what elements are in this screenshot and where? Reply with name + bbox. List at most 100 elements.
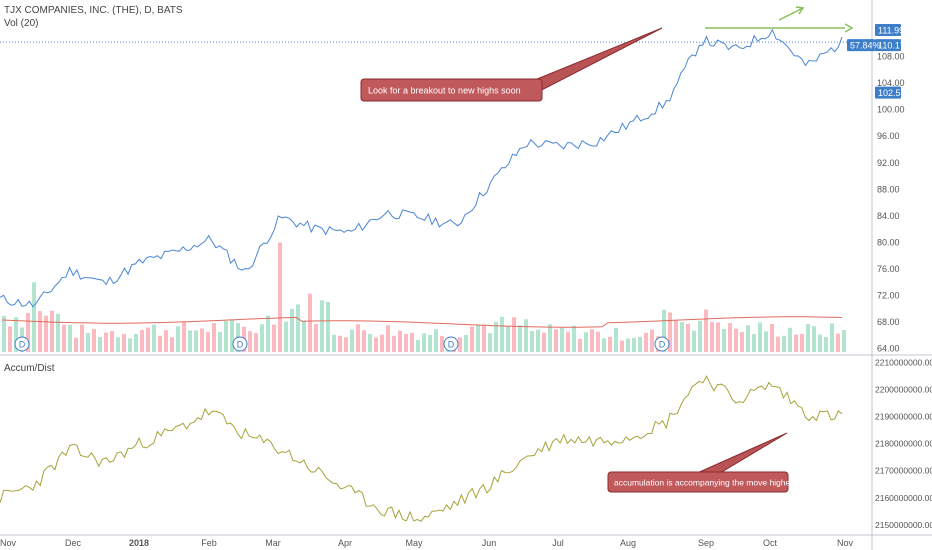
- breakout-arrowhead: [795, 6, 805, 15]
- volume-bar: [386, 325, 390, 352]
- ad-axis-tick-label: 2180000000.0000: [875, 439, 932, 449]
- volume-bar: [626, 338, 630, 352]
- last-price-badge-text: 110.17: [878, 41, 905, 51]
- ad-axis-tick-label: 2190000000.0000: [875, 412, 932, 422]
- volume-bar: [374, 337, 378, 352]
- volume-bar: [302, 320, 306, 352]
- symbol-title: TJX COMPANIES, INC. (THE), D, BATS: [4, 5, 183, 16]
- volume-bar: [506, 326, 510, 352]
- volume-bar: [116, 337, 120, 352]
- volume-bar: [254, 333, 258, 352]
- volume-bar: [122, 334, 126, 352]
- volume-bar: [770, 323, 774, 352]
- volume-bar: [530, 331, 534, 352]
- volume-bar: [740, 332, 744, 352]
- volume-bar: [470, 326, 474, 352]
- dividend-label: D: [448, 340, 455, 350]
- volume-bar: [74, 337, 78, 352]
- volume-bar: [518, 325, 522, 352]
- price-line: [0, 28, 843, 308]
- volume-bar: [788, 327, 792, 352]
- volume-bar: [398, 330, 402, 352]
- volume-bar: [440, 336, 444, 352]
- volume-bar: [200, 328, 204, 352]
- time-axis-tick-label: Jun: [482, 538, 497, 548]
- volume-bar: [536, 329, 540, 352]
- volume-bar: [50, 310, 54, 352]
- volume-bar: [98, 336, 102, 352]
- volume-bar: [482, 324, 486, 352]
- volume-bar: [710, 321, 714, 352]
- dividend-label: D: [659, 340, 666, 350]
- ad-axis-tick-label: 2160000000.0000: [875, 493, 932, 503]
- volume-bar: [284, 321, 288, 352]
- volume-bar: [494, 321, 498, 352]
- volume-bar: [674, 319, 678, 352]
- volume-bar: [428, 335, 432, 352]
- volume-bar: [752, 334, 756, 352]
- indicator-title: Accum/Dist: [4, 363, 55, 374]
- volume-bar: [104, 332, 108, 352]
- ad-axis-tick-label: 2150000000.0000: [875, 520, 932, 530]
- price-axis-tick-label: 108.00: [877, 52, 905, 62]
- volume-bar: [368, 333, 372, 352]
- volume-bar: [362, 330, 366, 352]
- percent-badge-bg: [847, 39, 875, 52]
- time-axis-tick-label: May: [405, 538, 423, 548]
- dividend-circle: [232, 336, 248, 352]
- breakout-callout-text: Look for a breakout to new highs soon: [368, 86, 521, 96]
- volume-bar: [680, 322, 684, 352]
- volume-bar: [728, 323, 732, 352]
- time-axis-tick-label: Sep: [698, 538, 714, 548]
- volume-bar: [554, 329, 558, 352]
- volume-bar: [806, 324, 810, 352]
- last-price-badge-bg: [875, 39, 901, 52]
- volume-bar: [422, 333, 426, 352]
- time-axis-tick-label: Mar: [265, 538, 281, 548]
- volume-bar: [404, 334, 408, 352]
- high-badge-text: 111.99: [878, 26, 904, 36]
- volume-bar: [662, 309, 666, 352]
- volume-bar: [86, 333, 90, 352]
- breakout-arrow: [778, 7, 804, 21]
- volume-bar: [566, 331, 570, 352]
- volume-bar: [758, 322, 762, 352]
- volume-title: Vol (20): [4, 18, 39, 29]
- volume-bar: [836, 333, 840, 352]
- price-axis-tick-label: 92.00: [877, 158, 900, 168]
- price-axis-tick-label: 68.00: [877, 317, 900, 327]
- volume-bar: [578, 338, 582, 352]
- volume-bar: [692, 330, 696, 352]
- ad-axis-tick-label: 2170000000.0000: [875, 466, 932, 476]
- volume-bar: [512, 317, 516, 352]
- percent-badge: 57.84%: [847, 39, 881, 52]
- price-axis-tick-label: 84.00: [877, 211, 900, 221]
- dividend-label: D: [237, 340, 244, 350]
- volume-bar: [194, 330, 198, 352]
- dividend-marker: D: [232, 336, 248, 352]
- volume-bar: [842, 330, 846, 352]
- price-axis-tick-label: 64.00: [877, 344, 900, 354]
- volume-bar: [14, 317, 18, 352]
- volume-bar: [632, 337, 636, 352]
- volume-bar: [596, 331, 600, 352]
- volume-bar: [338, 335, 342, 352]
- volume-bar: [392, 335, 396, 352]
- volume-bar: [812, 326, 816, 352]
- volume-bar: [278, 242, 282, 352]
- volume-bar: [800, 333, 804, 352]
- volume-bar: [686, 323, 690, 352]
- volume-bar: [458, 337, 462, 352]
- volume-bar: [476, 324, 480, 352]
- volume-bar: [314, 323, 318, 352]
- price-axis-tick-label: 80.00: [877, 237, 900, 247]
- price-axis-tick-label: 100.00: [877, 105, 905, 115]
- breakout-callout-box: [360, 78, 543, 102]
- volume-bar: [332, 334, 336, 352]
- volume-bar: [8, 326, 12, 352]
- price-axis-tick-label: 72.00: [877, 291, 900, 301]
- time-axis-tick-label: Nov: [837, 538, 854, 548]
- high-badge: 111.99: [875, 24, 904, 37]
- volume-bar: [128, 338, 132, 352]
